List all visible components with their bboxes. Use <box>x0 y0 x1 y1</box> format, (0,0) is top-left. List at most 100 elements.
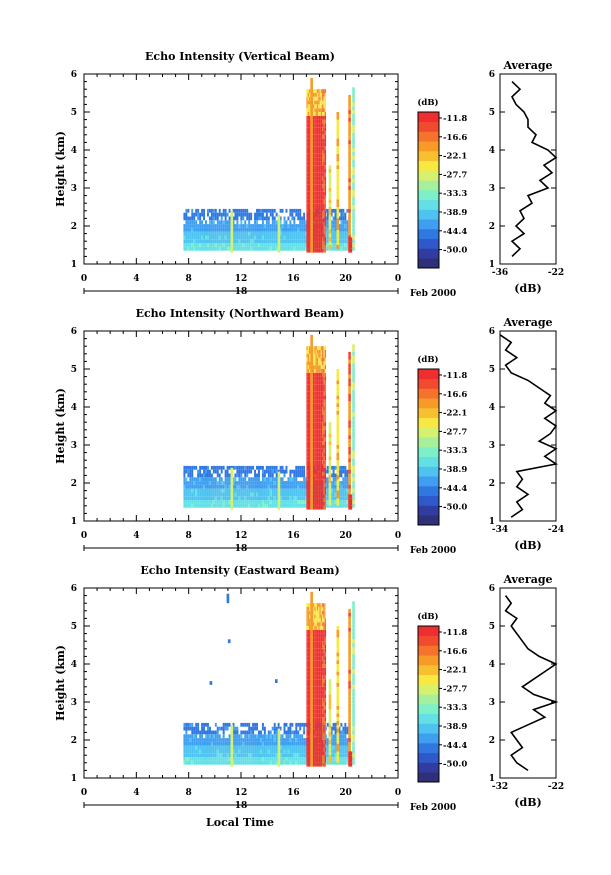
convective-streak-cell <box>336 134 340 139</box>
date-day-label: 18 <box>235 287 248 297</box>
boundary-layer-cell <box>205 488 207 493</box>
convective-cell <box>316 410 319 415</box>
convective-cell <box>323 388 325 392</box>
boundary-layer-cell <box>208 235 211 240</box>
convective-cell <box>322 380 324 385</box>
convective-cell <box>323 410 325 415</box>
boundary-layer-cell <box>344 722 347 727</box>
convective-cell <box>315 89 317 93</box>
boundary-layer-cell <box>273 760 276 765</box>
convective-cell <box>316 652 319 657</box>
convective-cell <box>322 150 324 154</box>
boundary-layer-cell <box>297 243 300 247</box>
convective-cell <box>315 218 317 223</box>
boundary-layer-cell <box>185 212 188 217</box>
boundary-layer-cell <box>193 503 196 508</box>
boundary-layer-cell <box>216 500 219 504</box>
convective-cell <box>312 395 315 400</box>
boundary-layer-cell <box>293 753 296 758</box>
boundary-layer-cell <box>254 753 257 758</box>
convective-cell <box>309 437 311 442</box>
convective-cell <box>316 191 319 196</box>
convective-streak-cell <box>348 481 351 485</box>
convective-cell <box>322 384 324 388</box>
boundary-layer-cell <box>283 473 286 478</box>
convective-cell <box>315 622 317 626</box>
boundary-layer-cell <box>238 488 241 493</box>
boundary-layer-cell <box>203 212 206 217</box>
boundary-layer-cell <box>281 231 284 236</box>
convective-cell <box>309 96 311 101</box>
boundary-layer-cell <box>273 208 276 213</box>
boundary-layer-cell <box>279 496 282 501</box>
boundary-layer-cell <box>232 465 235 470</box>
boundary-layer-cell <box>222 212 225 217</box>
convective-cell <box>320 112 323 116</box>
boundary-layer-cell <box>330 503 333 508</box>
boundary-layer-cell <box>197 481 200 485</box>
convective-cell <box>315 207 317 211</box>
convective-cell <box>315 732 317 737</box>
boundary-layer-cell <box>210 231 213 236</box>
boundary-layer-cell <box>293 235 296 240</box>
boundary-layer-cell <box>289 753 292 758</box>
convective-cell <box>323 207 325 211</box>
boundary-layer-cell <box>218 481 221 485</box>
convective-streak-cell <box>352 382 355 387</box>
convective-cell <box>315 112 317 116</box>
convective-cell <box>315 456 317 461</box>
convective-streak-cell <box>352 484 355 489</box>
boundary-layer-cell <box>228 734 231 739</box>
boundary-layer-cell <box>240 503 243 508</box>
colorbar-segment <box>418 151 439 162</box>
boundary-layer-cell <box>244 492 247 497</box>
convective-cell <box>315 690 317 695</box>
boundary-layer-cell <box>283 239 286 244</box>
convective-cell <box>323 138 325 143</box>
boundary-layer-cell <box>183 745 186 750</box>
convective-cell <box>323 100 325 105</box>
convective-cell <box>310 184 313 188</box>
convective-cell <box>315 479 317 483</box>
boundary-layer-cell <box>289 220 292 225</box>
boundary-layer-cell <box>246 227 249 232</box>
convective-cell <box>316 184 319 188</box>
boundary-layer-cell <box>214 235 217 240</box>
convective-streak-cell <box>348 374 351 379</box>
boundary-layer-cell <box>244 220 247 225</box>
convective-cell <box>316 633 319 638</box>
boundary-layer-cell <box>193 239 196 244</box>
boundary-layer-cell <box>187 741 190 746</box>
boundary-layer-cell <box>187 760 190 765</box>
convective-cell <box>307 418 310 423</box>
convective-cell <box>320 437 323 442</box>
boundary-layer-cell <box>283 235 286 240</box>
boundary-layer-cell <box>185 757 188 761</box>
boundary-layer-cell <box>340 216 343 221</box>
convective-cell <box>322 134 324 139</box>
boundary-layer-cell <box>187 503 190 508</box>
boundary-layer-cell <box>234 243 237 247</box>
heatmap-cells <box>183 334 355 510</box>
convective-streak-cell <box>336 233 340 238</box>
boundary-layer-cell <box>259 500 262 504</box>
convective-cell <box>306 675 308 680</box>
boundary-layer-cell <box>340 496 343 501</box>
convective-cell <box>306 433 308 438</box>
boundary-layer-cell <box>265 738 268 742</box>
convective-cell <box>316 346 319 350</box>
convective-cell <box>307 717 310 721</box>
boundary-layer-cell <box>206 239 209 244</box>
convective-cell <box>319 475 321 480</box>
convective-cell <box>316 161 319 166</box>
convective-cell <box>318 119 320 124</box>
boundary-layer-cell <box>342 503 345 508</box>
boundary-layer-cell <box>193 212 196 217</box>
convective-cell <box>312 433 315 438</box>
boundary-layer-cell <box>222 749 225 754</box>
convective-cell <box>318 357 320 362</box>
boundary-layer-cell <box>222 726 225 731</box>
boundary-layer-cell <box>189 757 192 761</box>
boundary-layer-cell <box>234 753 237 758</box>
convective-cell <box>320 237 323 242</box>
